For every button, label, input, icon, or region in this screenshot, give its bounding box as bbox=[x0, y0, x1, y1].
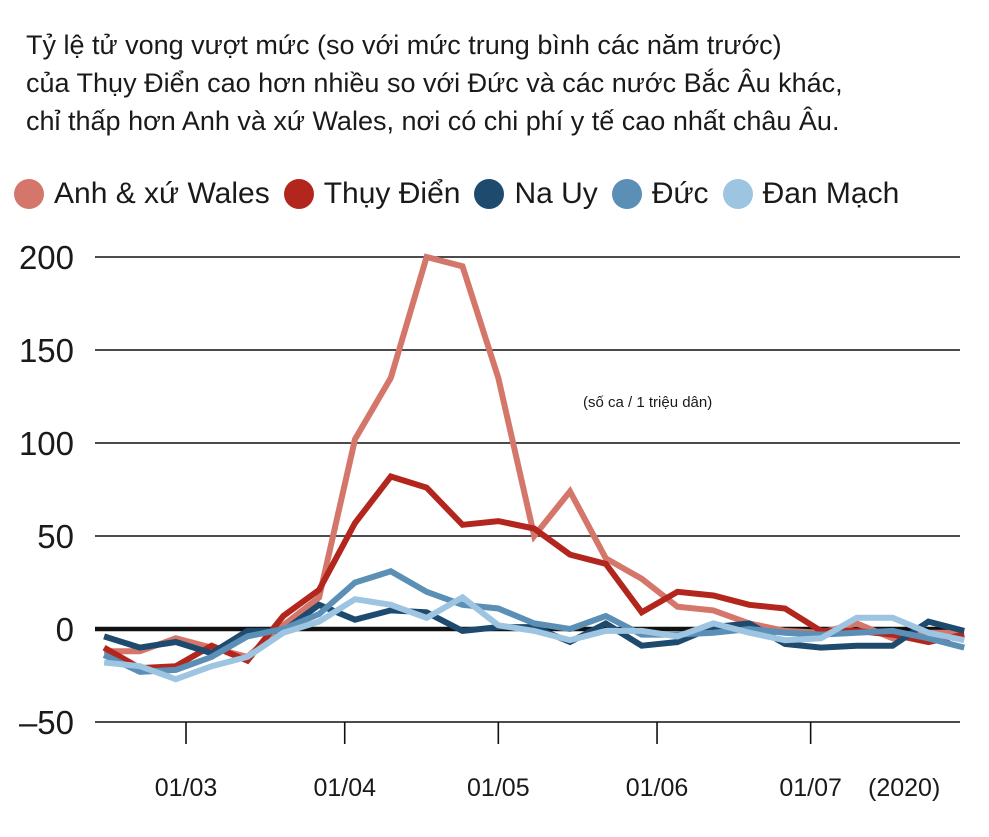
legend-label-thuy-dien: Thụy Điển bbox=[323, 177, 461, 210]
series-line-anh-xu-wales bbox=[104, 253, 965, 661]
legend-swatch-duc bbox=[611, 179, 642, 209]
legend-item-thuy-dien: Thụy Điển bbox=[283, 177, 461, 211]
legend-label-dan-mach: Đan Mạch bbox=[762, 177, 900, 210]
x-axis-year-label: (2020) bbox=[868, 774, 940, 802]
legend-item-anh-xu-wales: Anh & xứ Wales bbox=[14, 177, 270, 211]
y-tick-label-4: 0 bbox=[56, 611, 74, 648]
legend-swatch-na-uy bbox=[474, 179, 505, 209]
legend-swatch-anh-xu-wales bbox=[14, 179, 44, 209]
legend-item-dan-mach: Đan Mạch bbox=[722, 177, 900, 211]
x-axis-ticks: 01/03 01/04 01/05 01/06 01/07 bbox=[155, 722, 842, 802]
legend-swatch-dan-mach bbox=[722, 179, 753, 209]
chart-legend: Anh & xứ Wales Thụy Điển Na Uy Đức Đan M… bbox=[14, 174, 913, 214]
y-tick-label-3: 50 bbox=[37, 518, 74, 555]
series-line-dan-mach bbox=[103, 593, 965, 683]
y-tick-label-1: 150 bbox=[19, 332, 74, 369]
series-line-thuy-dien bbox=[102, 473, 965, 672]
x-tick-label-2: 01/05 bbox=[467, 774, 530, 802]
legend-item-duc: Đức bbox=[611, 177, 709, 211]
title-line-1: Tỷ lệ tử vong vượt mức (so với mức trung… bbox=[26, 30, 782, 60]
x-tick-label-1: 01/04 bbox=[313, 774, 376, 802]
legend-label-na-uy: Na Uy bbox=[514, 177, 598, 210]
legend-item-na-uy: Na Uy bbox=[474, 177, 598, 211]
y-axis-tick-labels: 200 150 100 50 0 –50 bbox=[19, 239, 74, 741]
legend-swatch-thuy-dien bbox=[283, 179, 314, 209]
series-lines bbox=[102, 253, 965, 683]
title-line-2: của Thụy Điển cao hơn nhiều so với Đức v… bbox=[26, 68, 843, 98]
chart-title: Tỷ lệ tử vong vượt mức (so với mức trung… bbox=[26, 26, 976, 140]
y-tick-label-0: 200 bbox=[19, 239, 74, 276]
y-tick-label-2: 100 bbox=[19, 425, 74, 462]
legend-label-anh-xu-wales: Anh & xứ Wales bbox=[54, 177, 270, 210]
x-tick-label-3: 01/06 bbox=[626, 774, 689, 802]
legend-label-duc: Đức bbox=[651, 177, 709, 210]
title-line-3: chỉ thấp hơn Anh và xứ Wales, nơi có chi… bbox=[26, 106, 840, 136]
y-tick-label-5: –50 bbox=[19, 704, 74, 741]
series-line-na-uy bbox=[103, 601, 965, 657]
unit-annotation: (số ca / 1 triệu dân) bbox=[583, 394, 712, 411]
series-line-duc bbox=[102, 568, 965, 675]
x-tick-label-4: 01/07 bbox=[779, 774, 842, 802]
x-tick-label-0: 01/03 bbox=[155, 774, 218, 802]
